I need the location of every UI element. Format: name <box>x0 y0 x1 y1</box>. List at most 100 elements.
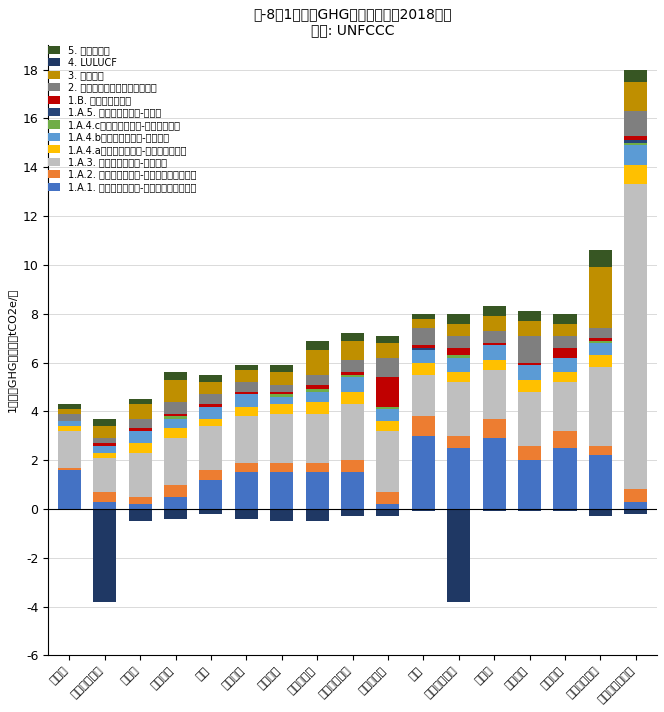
Bar <box>199 426 222 470</box>
Bar <box>164 372 187 379</box>
Bar <box>164 509 187 519</box>
Bar <box>554 357 576 372</box>
Bar <box>270 372 293 384</box>
Bar <box>554 336 576 348</box>
Bar <box>376 377 400 407</box>
Bar <box>554 372 576 382</box>
Bar <box>554 314 576 323</box>
Bar <box>624 165 647 184</box>
Bar <box>164 497 187 509</box>
Bar <box>164 419 187 429</box>
Bar <box>589 268 612 328</box>
Bar <box>341 372 364 375</box>
Bar <box>199 407 222 419</box>
Bar <box>554 348 576 357</box>
Bar <box>412 436 435 509</box>
Bar <box>448 372 470 382</box>
Bar <box>624 489 647 502</box>
Bar <box>305 350 329 375</box>
Bar <box>58 426 81 431</box>
Bar <box>376 409 400 421</box>
Bar <box>624 135 647 140</box>
Bar <box>589 455 612 509</box>
Bar <box>483 509 506 511</box>
Bar <box>341 460 364 472</box>
Bar <box>341 377 364 392</box>
Bar <box>448 509 470 602</box>
Bar <box>412 417 435 436</box>
Bar <box>376 492 400 504</box>
Bar <box>518 362 541 365</box>
Bar <box>199 480 222 509</box>
Bar <box>448 336 470 348</box>
Bar <box>305 414 329 463</box>
Bar <box>624 70 647 82</box>
Bar <box>235 365 258 370</box>
Bar <box>270 394 293 397</box>
Bar <box>376 343 400 357</box>
Bar <box>376 421 400 431</box>
Bar <box>518 365 541 379</box>
Bar <box>305 392 329 402</box>
Bar <box>305 340 329 350</box>
Bar <box>412 362 435 375</box>
Bar <box>305 375 329 384</box>
Bar <box>270 404 293 414</box>
Bar <box>448 355 470 357</box>
Bar <box>376 407 400 409</box>
Bar <box>448 448 470 509</box>
Bar <box>129 509 151 521</box>
Bar <box>589 355 612 367</box>
Bar <box>58 404 81 409</box>
Bar <box>93 492 116 502</box>
Bar <box>341 472 364 509</box>
Bar <box>305 463 329 472</box>
Y-axis label: 1人当りGHG排出量　tCO2e/人: 1人当りGHG排出量 tCO2e/人 <box>7 288 17 412</box>
Bar <box>518 379 541 392</box>
Bar <box>235 394 258 407</box>
Bar <box>589 509 612 516</box>
Bar <box>199 394 222 404</box>
Bar <box>270 509 293 521</box>
Bar <box>164 402 187 414</box>
Bar <box>448 323 470 336</box>
Bar <box>235 382 258 392</box>
Title: 図-8　1人当りGHG排出量内訳（2018年）
出所: UNFCCC: 図-8 1人当りGHG排出量内訳（2018年） 出所: UNFCCC <box>253 7 452 37</box>
Bar <box>554 323 576 336</box>
Bar <box>448 357 470 372</box>
Bar <box>518 321 541 336</box>
Bar <box>483 331 506 343</box>
Bar <box>554 509 576 511</box>
Bar <box>376 509 400 516</box>
Bar <box>448 314 470 323</box>
Bar <box>164 414 187 417</box>
Bar <box>624 145 647 165</box>
Bar <box>376 431 400 492</box>
Bar <box>483 419 506 438</box>
Bar <box>624 509 647 514</box>
Bar <box>554 431 576 448</box>
Bar <box>129 431 151 443</box>
Bar <box>199 382 222 394</box>
Bar <box>164 429 187 438</box>
Bar <box>270 384 293 392</box>
Bar <box>412 348 435 350</box>
Bar <box>199 470 222 480</box>
Bar <box>270 397 293 404</box>
Bar <box>448 348 470 355</box>
Bar <box>129 453 151 497</box>
Bar <box>93 502 116 509</box>
Bar <box>305 472 329 509</box>
Bar <box>483 316 506 331</box>
Bar <box>58 468 81 470</box>
Bar <box>129 504 151 509</box>
Bar <box>305 509 329 521</box>
Bar <box>341 333 364 340</box>
Bar <box>235 509 258 519</box>
Bar <box>448 436 470 448</box>
Bar <box>58 409 81 414</box>
Bar <box>554 382 576 431</box>
Bar <box>235 463 258 472</box>
Bar <box>93 419 116 426</box>
Bar <box>341 392 364 404</box>
